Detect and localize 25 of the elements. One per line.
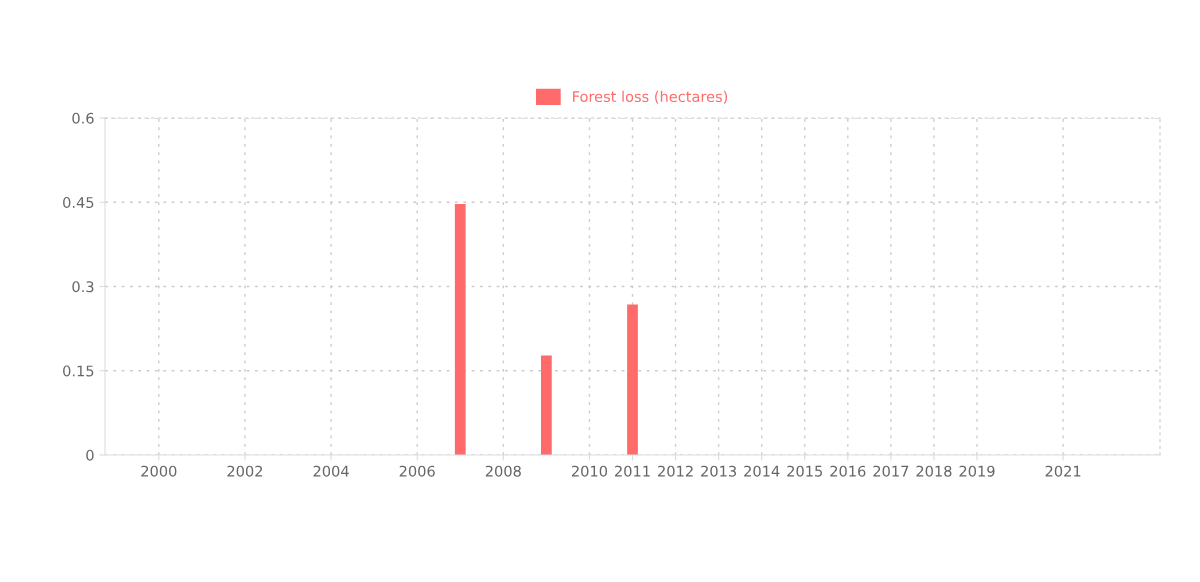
- x-tick-label: 2018: [916, 465, 952, 477]
- y-tick-label: 0.15: [63, 365, 94, 377]
- y-tick-label: 0.3: [72, 281, 94, 293]
- x-tick-label: 2012: [658, 465, 693, 477]
- bar: [454, 203, 466, 455]
- x-tick-label: 2000: [141, 465, 177, 477]
- y-tick-label: 0: [86, 449, 94, 461]
- bar: [540, 355, 552, 455]
- x-tick-label: 2013: [701, 465, 737, 477]
- x-tick-label: 2014: [744, 465, 780, 477]
- x-tick-label: 2004: [313, 465, 349, 477]
- y-tick-label: 0.45: [63, 196, 94, 208]
- x-tick-label: 2015: [787, 465, 823, 477]
- x-tick-label: 2006: [399, 465, 435, 477]
- x-tick-label: 2019: [959, 465, 995, 477]
- x-tick-label: 2021: [1045, 465, 1081, 477]
- x-tick-label: 2010: [571, 465, 608, 477]
- legend-label: Forest loss (hectares): [573, 90, 728, 104]
- x-tick-label: 2011: [615, 465, 650, 477]
- y-tick-label: 0.6: [72, 112, 94, 124]
- x-tick-label: 2016: [830, 465, 866, 477]
- x-tick-label: 2002: [227, 465, 263, 477]
- x-tick-label: 2008: [485, 465, 521, 477]
- bar: [627, 304, 638, 455]
- x-tick-label: 2017: [873, 465, 909, 477]
